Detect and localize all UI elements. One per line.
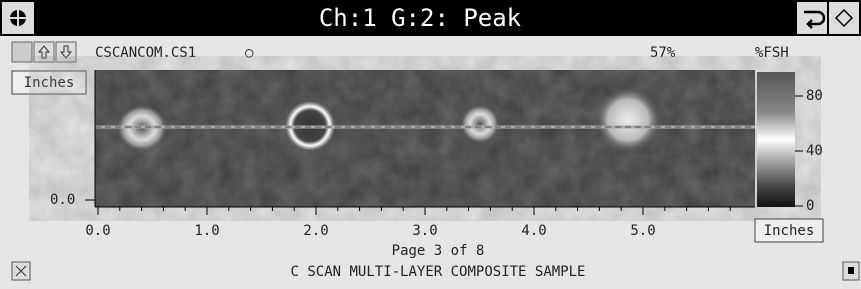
- x-tick-label: 5.0: [630, 223, 655, 239]
- defect: [594, 86, 662, 154]
- app-window: Ch:1 G:2: Peak CSCANCOM.CS1 ○ 57% %FSH I…: [0, 0, 861, 289]
- x-tick-label: 3.0: [412, 223, 437, 239]
- indicator: ○: [245, 45, 254, 61]
- color-tick-label: 0: [806, 198, 814, 214]
- color-tick-label: 40: [806, 143, 823, 159]
- window-title: Ch:1 G:2: Peak: [319, 4, 522, 32]
- filename: CSCANCOM.CS1: [95, 45, 196, 61]
- up-button[interactable]: [34, 42, 54, 62]
- color-bar-ticks: 80 40 0: [795, 88, 823, 214]
- caption: C SCAN MULTI-LAYER COMPOSITE SAMPLE: [290, 264, 585, 280]
- diamond-button[interactable]: [829, 2, 859, 34]
- percent: 57%: [650, 45, 676, 61]
- x-tick-label: 1.0: [194, 223, 219, 239]
- copy-button[interactable]: [12, 42, 32, 62]
- page-indicator: Page 3 of 8: [392, 243, 485, 259]
- x-ticks: 0.0 1.0 2.0 3.0 4.0 5.0: [85, 207, 730, 239]
- x-tick-label: 2.0: [303, 223, 328, 239]
- back-button[interactable]: [797, 2, 827, 34]
- y-tick-label: 0.0: [50, 192, 75, 208]
- x-tick-label: 4.0: [521, 223, 546, 239]
- defect: [460, 104, 500, 144]
- corner-icon: [848, 267, 854, 274]
- x-tick-label: 0.0: [85, 223, 110, 239]
- y-units: Inches: [24, 75, 75, 91]
- color-tick-label: 80: [806, 88, 823, 104]
- down-button[interactable]: [56, 42, 76, 62]
- unit: %FSH: [755, 45, 789, 61]
- x-units: Inches: [764, 223, 815, 239]
- color-bar: [757, 72, 795, 207]
